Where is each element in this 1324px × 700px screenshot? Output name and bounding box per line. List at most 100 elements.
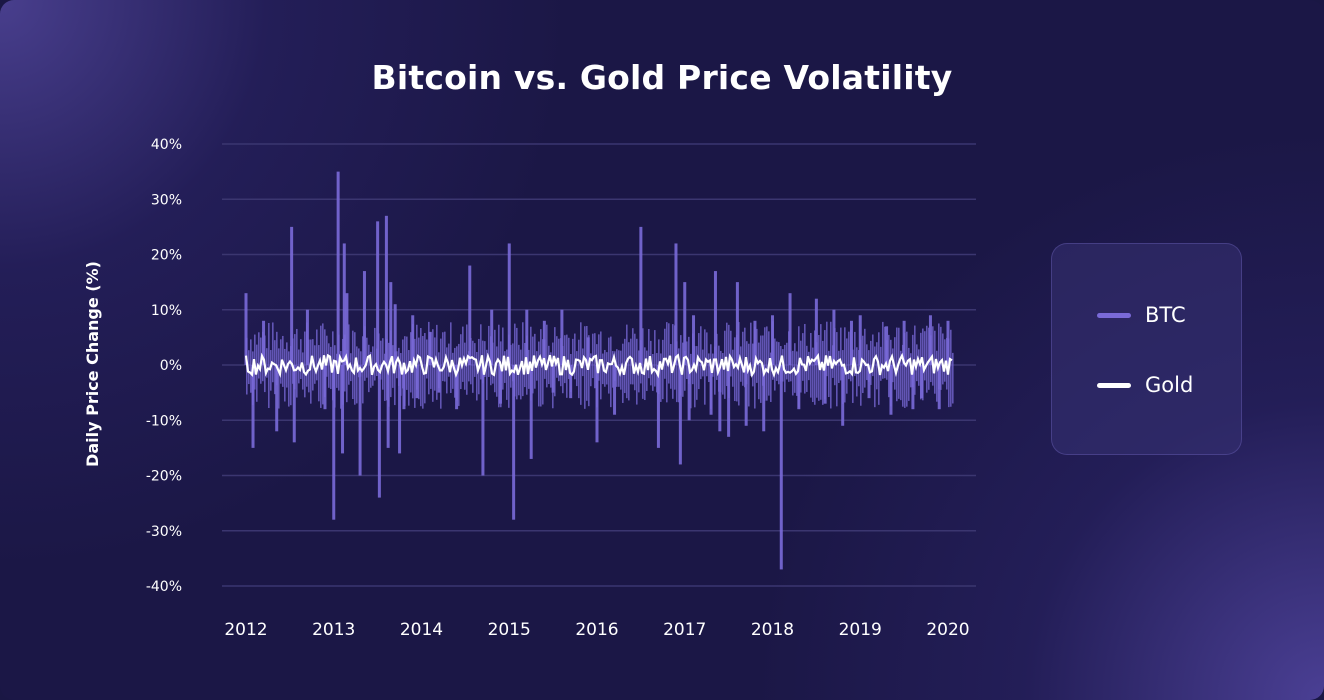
btc-bar — [628, 342, 630, 401]
x-tick-label: 2015 — [488, 620, 531, 640]
btc-bar — [646, 350, 648, 391]
btc-bar — [384, 215, 388, 365]
y-tick-label: -20% — [146, 469, 182, 485]
btc-bar — [718, 365, 722, 432]
btc-bar — [298, 349, 300, 384]
btc-bar — [446, 347, 448, 394]
btc-bar — [288, 351, 290, 407]
btc-bar — [248, 350, 250, 385]
btc-bar — [828, 350, 830, 398]
btc-bar — [394, 351, 396, 406]
btc-bar — [374, 327, 376, 381]
btc-bar — [744, 327, 746, 388]
btc-bar — [310, 339, 312, 404]
y-tick-label: -10% — [146, 413, 182, 429]
btc-bar — [342, 338, 344, 405]
btc-bar — [884, 326, 886, 379]
btc-bar — [678, 348, 680, 403]
btc-bar — [470, 338, 472, 385]
btc-bar — [402, 365, 406, 410]
btc-bar — [604, 349, 606, 387]
btc-bar — [340, 351, 342, 409]
btc-bar — [890, 339, 892, 407]
btc-bar — [516, 327, 518, 400]
btc-bar — [860, 339, 862, 406]
btc-bar — [836, 332, 838, 407]
btc-bar — [590, 353, 592, 387]
x-tick-label: 2017 — [663, 620, 706, 640]
btc-bar — [924, 331, 926, 381]
btc-bar — [840, 327, 842, 381]
btc-bar — [448, 343, 450, 377]
btc-bar — [560, 338, 562, 387]
btc-bar — [762, 365, 766, 432]
btc-bar — [594, 333, 596, 389]
btc-bar — [444, 331, 446, 382]
btc-bar — [498, 324, 500, 408]
y-tick-label: -30% — [146, 524, 182, 540]
btc-bar — [389, 282, 393, 365]
btc-bar — [814, 330, 816, 405]
btc-bar — [886, 340, 888, 380]
btc-bar — [450, 322, 452, 393]
btc-bar — [713, 271, 717, 365]
btc-bar — [720, 350, 722, 393]
btc-bar — [572, 338, 574, 377]
btc-bar — [950, 329, 952, 407]
btc-bar — [522, 322, 524, 397]
btc-bar — [476, 352, 478, 401]
btc-bar — [848, 331, 850, 380]
x-tick-label: 2018 — [751, 620, 794, 640]
btc-bar — [290, 226, 294, 365]
btc-bar — [613, 365, 617, 415]
btc-bar — [344, 334, 346, 392]
btc-bar — [772, 321, 774, 380]
btc-bar — [252, 351, 254, 406]
gold-series — [244, 352, 953, 379]
x-axis-ticks: 2012 2013 2014 2015 2016 2017 2018 2019 2020 — [224, 620, 969, 640]
btc-bar — [542, 339, 544, 405]
btc-bar — [864, 328, 866, 388]
btc-bar — [920, 332, 922, 400]
btc-bar — [308, 339, 310, 393]
btc-bar — [832, 309, 836, 365]
btc-bar — [690, 353, 692, 409]
btc-bar — [408, 350, 410, 406]
btc-bar — [812, 347, 814, 403]
btc-swatch — [1097, 312, 1131, 318]
btc-bar — [568, 337, 570, 380]
btc-bar — [552, 342, 554, 409]
y-axis-label: Daily Price Change (%) — [83, 261, 102, 467]
btc-bar — [462, 326, 464, 382]
btc-bar — [708, 353, 710, 383]
btc-bar — [920, 365, 924, 399]
btc-bar — [642, 328, 644, 399]
btc-bar — [328, 343, 330, 388]
btc-bar — [294, 334, 296, 390]
btc-bar — [639, 226, 643, 365]
btc-bar — [494, 329, 496, 393]
btc-bar — [275, 365, 279, 432]
y-tick-label: 30% — [151, 192, 182, 208]
btc-bar — [258, 332, 260, 379]
btc-bar — [596, 344, 598, 408]
btc-bar — [816, 342, 818, 398]
btc-bar — [838, 350, 840, 384]
btc-bar — [356, 346, 358, 404]
btc-bar — [490, 309, 494, 365]
btc-bar — [826, 321, 828, 377]
btc-bar — [486, 349, 488, 401]
btc-bar — [822, 340, 824, 405]
btc-bar — [866, 344, 868, 381]
btc-bar — [584, 326, 586, 409]
btc-bar — [870, 340, 872, 385]
btc-bar — [668, 323, 670, 384]
btc-bar — [880, 346, 882, 381]
btc-bar — [393, 304, 397, 365]
btc-bar — [892, 348, 894, 383]
btc-bar — [372, 346, 374, 386]
gold-swatch — [1097, 382, 1131, 388]
btc-bar — [304, 331, 306, 398]
btc-bar — [752, 343, 754, 387]
btc-bar — [380, 340, 382, 380]
